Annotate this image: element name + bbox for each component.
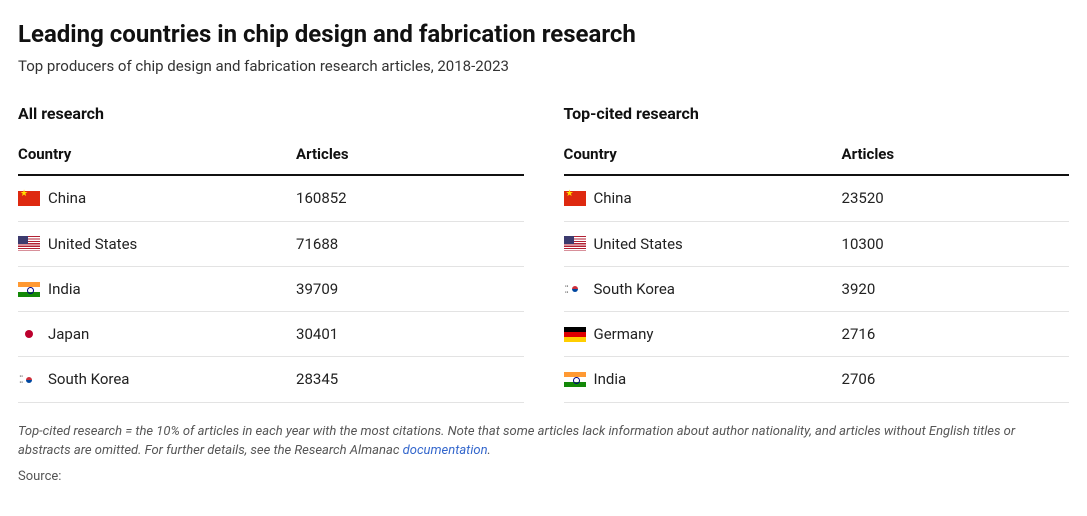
country-name: Japan: [48, 324, 89, 344]
panel-title-left: All research: [18, 103, 524, 125]
us-flag-icon: [18, 236, 40, 251]
table-row: India 2706: [564, 357, 1070, 402]
table-all-research: Country Articles China160852United State…: [18, 138, 524, 403]
cell-country: China: [18, 175, 296, 221]
country-name: China: [48, 188, 86, 208]
cell-country: South Korea: [18, 357, 296, 402]
footnote-text-before: Top-cited research = the 10% of articles…: [18, 424, 1015, 458]
table-row: United States 71688: [18, 221, 524, 266]
china-flag-icon: [18, 191, 40, 206]
col-header-country: Country: [564, 138, 842, 175]
cell-articles: 3920: [842, 266, 1069, 311]
cell-country: Japan: [18, 312, 296, 357]
cell-country: India: [564, 357, 842, 402]
source-label: Source:: [18, 468, 1069, 486]
panel-all-research: All research Country Articles China 16085…: [18, 103, 524, 403]
country-name: South Korea: [48, 369, 129, 389]
country-name: United States: [594, 234, 683, 254]
india-flag-icon: [18, 282, 40, 297]
country-name: South Korea: [594, 279, 675, 299]
country-name: India: [594, 369, 627, 389]
country-name: India: [48, 279, 81, 299]
table-row: China 23520: [564, 175, 1070, 221]
cell-articles: 2716: [842, 312, 1069, 357]
cell-articles: 39709: [296, 266, 523, 311]
col-header-articles: Articles: [296, 138, 523, 175]
india-flag-icon: [564, 372, 586, 387]
cell-articles: 2706: [842, 357, 1069, 402]
country-name: United States: [48, 234, 137, 254]
page-subtitle: Top producers of chip design and fabrica…: [18, 56, 1069, 76]
cell-articles: 71688: [296, 221, 523, 266]
table-top-cited: Country Articles China23520United States…: [564, 138, 1070, 403]
panel-title-right: Top-cited research: [564, 103, 1070, 125]
documentation-link[interactable]: documentation: [403, 443, 488, 458]
table-row: Japan 30401: [18, 312, 524, 357]
table-row: South Korea 28345: [18, 357, 524, 402]
cell-articles: 28345: [296, 357, 523, 402]
table-row: China 160852: [18, 175, 524, 221]
us-flag-icon: [564, 236, 586, 251]
germany-flag-icon: [564, 327, 586, 342]
tables-container: All research Country Articles China 16085…: [18, 103, 1069, 403]
table-row: India 39709: [18, 266, 524, 311]
south-korea-flag-icon: [564, 282, 586, 297]
cell-country: United States: [18, 221, 296, 266]
japan-flag-icon: [18, 327, 40, 342]
country-name: China: [594, 188, 632, 208]
table-row: United States 10300: [564, 221, 1070, 266]
table-row: Germany 2716: [564, 312, 1070, 357]
south-korea-flag-icon: [18, 372, 40, 387]
cell-articles: 160852: [296, 175, 523, 221]
panel-top-cited: Top-cited research Country Articles Chin…: [564, 103, 1070, 403]
cell-country: India: [18, 266, 296, 311]
footnote-text-after: .: [488, 443, 491, 458]
cell-country: Germany: [564, 312, 842, 357]
tbody-left: China160852United States71688India39709J…: [18, 175, 524, 402]
cell-country: China: [564, 175, 842, 221]
cell-articles: 23520: [842, 175, 1069, 221]
tbody-right: China 23520 United States 10300 South Korea 3…: [564, 175, 1070, 402]
cell-articles: 30401: [296, 312, 523, 357]
table-row: South Korea 3920: [564, 266, 1070, 311]
page-title: Leading countries in chip design and fab…: [18, 18, 1069, 50]
cell-country: South Korea: [564, 266, 842, 311]
col-header-country: Country: [18, 138, 296, 175]
cell-country: United States: [564, 221, 842, 266]
col-header-articles: Articles: [842, 138, 1069, 175]
cell-articles: 10300: [842, 221, 1069, 266]
china-flag-icon: [564, 191, 586, 206]
country-name: Germany: [594, 324, 654, 344]
footnote: Top-cited research = the 10% of articles…: [18, 423, 1069, 461]
